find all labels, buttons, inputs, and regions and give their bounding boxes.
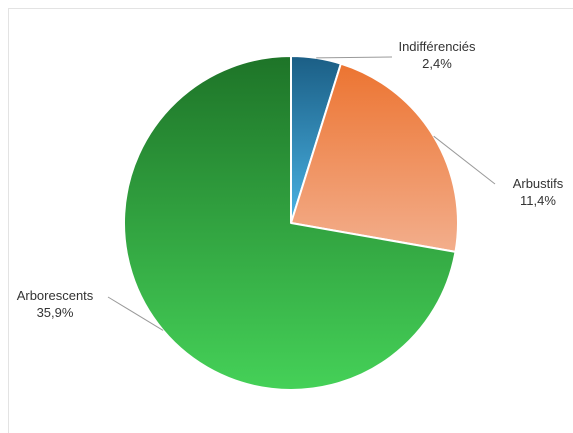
leader-lines	[107, 56, 496, 331]
leader-arbustifs	[433, 135, 496, 185]
leader-indifferencies	[316, 56, 393, 59]
slice-labels: Indifférenciés 2,4% Arbustifs 11,4% Arbo…	[17, 39, 564, 320]
label-arbustifs-value: 11,4%	[520, 193, 556, 208]
label-arbustifs-name: Arbustifs	[513, 176, 564, 191]
label-indifferencies-value: 2,4%	[422, 56, 452, 71]
leader-arborescents	[107, 296, 164, 331]
label-indifferencies-name: Indifférenciés	[398, 39, 476, 54]
slice-arborescents[interactable]	[123, 55, 457, 391]
label-arborescents-value: 35,9%	[37, 305, 74, 320]
pie-slices	[123, 55, 459, 391]
label-arborescents-name: Arborescents	[17, 288, 94, 303]
slice-arbustifs[interactable]	[290, 62, 459, 253]
